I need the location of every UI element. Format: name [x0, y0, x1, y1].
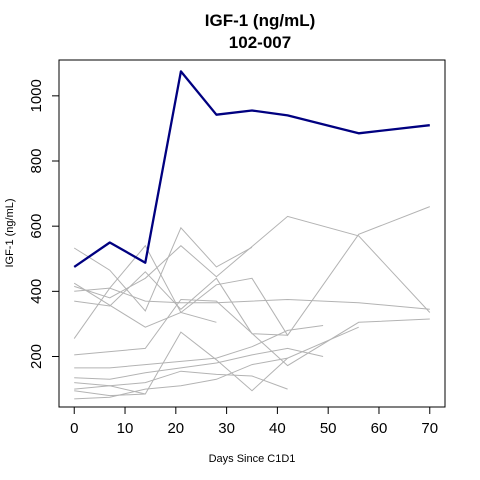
chart-title: IGF-1 (ng/mL) — [205, 11, 315, 30]
series-line-13 — [74, 385, 146, 395]
series-line-8 — [74, 325, 324, 369]
series-layer — [73, 70, 431, 400]
y-tick-label: 200 — [28, 344, 45, 369]
series-line-5 — [73, 206, 430, 337]
series-line-4 — [73, 244, 217, 339]
x-tick-label: 50 — [320, 420, 337, 437]
x-tick-label: 70 — [421, 420, 438, 437]
series-line-1 — [73, 226, 253, 312]
series-line-7 — [74, 298, 430, 367]
x-tick-label: 0 — [70, 420, 78, 437]
x-tick-label: 40 — [269, 420, 286, 437]
y-axis: 200 400 600 800 1000 — [28, 79, 60, 369]
x-axis-label: Days Since C1D1 — [209, 453, 296, 465]
x-tick-label: 60 — [371, 420, 388, 437]
x-tick-label: 10 — [117, 420, 134, 437]
series-line-2 — [74, 215, 431, 313]
x-tick-label: 30 — [218, 420, 235, 437]
chart-subtitle: 102-007 — [229, 33, 291, 52]
y-tick-label: 600 — [28, 214, 45, 239]
y-axis-label: IGF-1 (ng/mL) — [4, 198, 16, 267]
series-line-9 — [74, 347, 324, 380]
highlighted-series-line — [73, 70, 430, 268]
series-line-12 — [74, 326, 359, 400]
series-line-11 — [74, 331, 288, 397]
y-tick-label: 800 — [28, 148, 45, 173]
x-axis: 0 10 20 30 40 50 60 70 — [70, 406, 438, 437]
y-tick-label: 1000 — [28, 79, 45, 112]
x-tick-label: 20 — [167, 420, 184, 437]
series-line-3 — [74, 287, 430, 310]
y-tick-label: 400 — [28, 279, 45, 304]
